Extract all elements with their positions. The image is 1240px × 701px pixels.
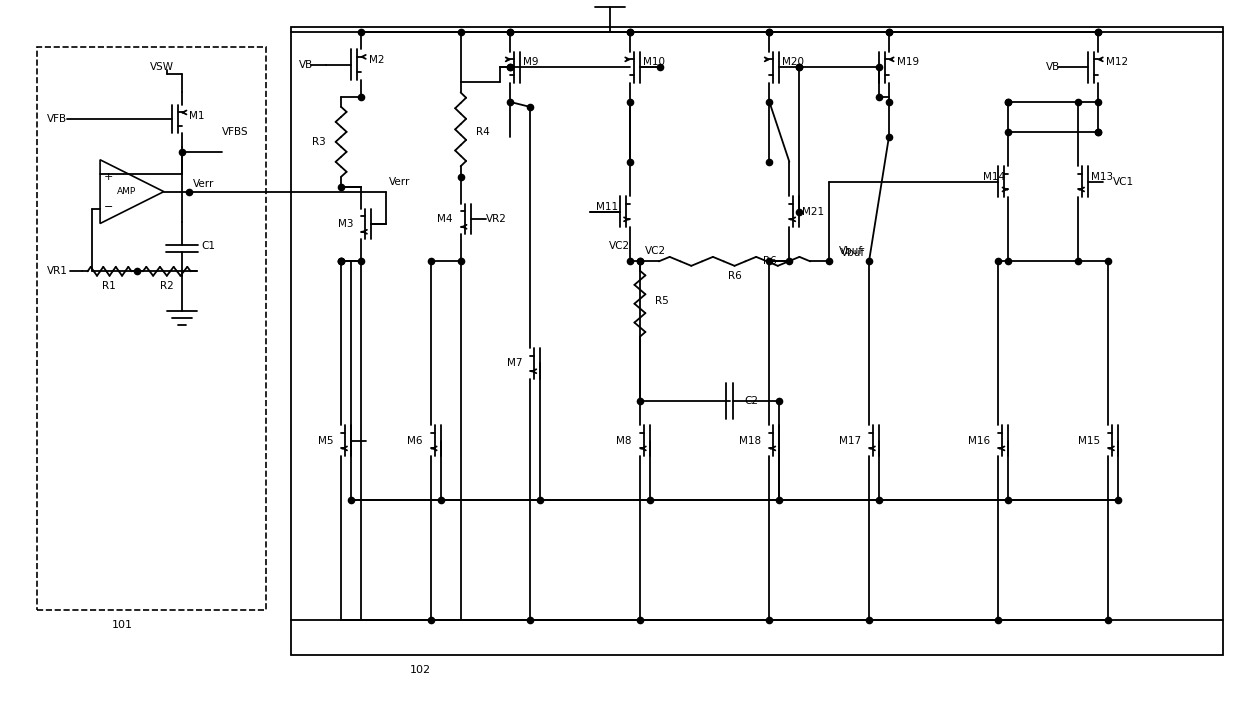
Text: −: − (103, 202, 113, 212)
Text: VR2: VR2 (486, 214, 506, 224)
Text: AMP: AMP (118, 187, 136, 196)
Text: M13: M13 (1091, 172, 1114, 182)
Text: M18: M18 (739, 435, 761, 446)
Text: R2: R2 (160, 281, 174, 291)
Text: M6: M6 (407, 435, 423, 446)
Text: R3: R3 (312, 137, 326, 147)
Text: VR1: VR1 (47, 266, 68, 276)
Text: VB: VB (299, 60, 314, 69)
Text: R6: R6 (763, 257, 776, 266)
Text: M3: M3 (337, 219, 353, 229)
Text: M1: M1 (188, 111, 205, 121)
Text: R4: R4 (476, 127, 490, 137)
Text: VC2: VC2 (645, 246, 666, 257)
Text: R5: R5 (655, 297, 668, 306)
Text: M19: M19 (897, 57, 919, 67)
Text: M11: M11 (596, 202, 618, 212)
Text: M5: M5 (317, 435, 334, 446)
Text: M2: M2 (370, 55, 384, 64)
Text: M16: M16 (968, 435, 991, 446)
Text: C1: C1 (202, 241, 216, 252)
Text: C2: C2 (744, 396, 759, 406)
Text: 101: 101 (112, 620, 133, 630)
Text: M10: M10 (642, 57, 665, 67)
Text: VSW: VSW (150, 62, 174, 72)
Text: Verr: Verr (389, 177, 410, 186)
Text: M21: M21 (802, 207, 825, 217)
Text: VC2: VC2 (609, 241, 630, 252)
Text: M7: M7 (507, 358, 522, 369)
Text: M20: M20 (782, 57, 805, 67)
Text: Verr: Verr (193, 179, 215, 189)
Text: Vbuf: Vbuf (839, 246, 863, 257)
Text: M17: M17 (839, 435, 861, 446)
Text: M4: M4 (438, 214, 453, 224)
Text: 102: 102 (410, 665, 432, 675)
Text: R6: R6 (728, 271, 742, 281)
Text: M9: M9 (523, 57, 539, 67)
Text: VFB: VFB (47, 114, 67, 124)
Text: +: + (103, 172, 113, 182)
Text: Vbuf: Vbuf (841, 248, 866, 259)
Text: R1: R1 (102, 281, 115, 291)
Text: VC1: VC1 (1114, 177, 1135, 186)
Text: M12: M12 (1106, 57, 1128, 67)
Text: VFBS: VFBS (222, 127, 248, 137)
Text: M8: M8 (616, 435, 632, 446)
Text: M15: M15 (1078, 435, 1100, 446)
Text: M14: M14 (983, 172, 1006, 182)
Text: VB: VB (1047, 62, 1060, 72)
